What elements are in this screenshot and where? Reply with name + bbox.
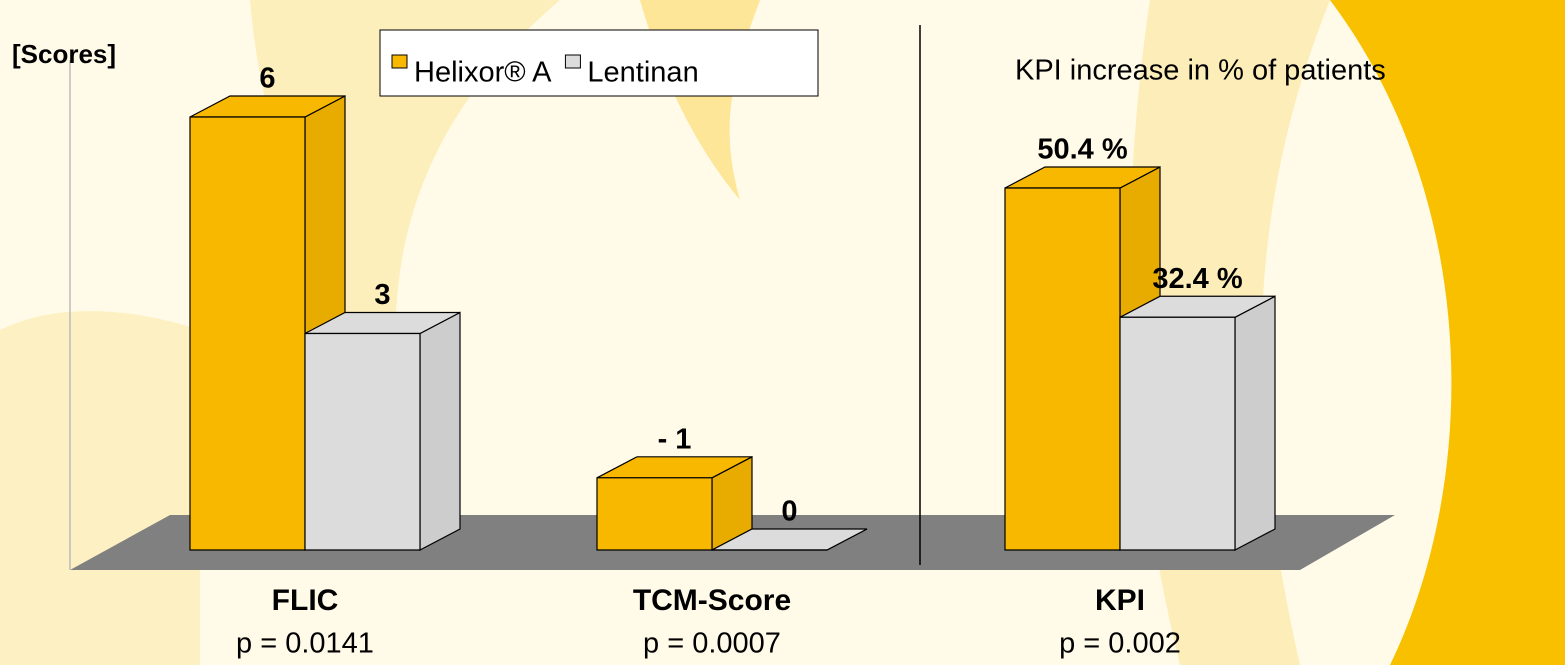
legend-label: Lentinan bbox=[587, 57, 698, 89]
x-tick-label: KPI bbox=[1095, 584, 1145, 617]
axis-annotation: [Scores] bbox=[12, 39, 116, 69]
bar-side bbox=[1234, 295, 1276, 551]
data-label: 6 bbox=[259, 63, 275, 95]
bar-front bbox=[1004, 187, 1121, 551]
legend-swatch bbox=[564, 54, 581, 69]
legend bbox=[379, 29, 819, 97]
data-label: 50.4 % bbox=[1037, 134, 1127, 166]
legend-swatch bbox=[391, 54, 408, 69]
data-label: 32.4 % bbox=[1152, 263, 1242, 295]
bar bbox=[596, 455, 753, 551]
bar-front bbox=[304, 332, 421, 551]
bar-front bbox=[596, 477, 713, 551]
background-swoosh bbox=[0, 311, 200, 665]
data-label: 3 bbox=[374, 279, 390, 311]
x-tick-note: p = 0.0141 bbox=[236, 628, 374, 660]
panel-annotation: KPI increase in % of patients bbox=[1015, 55, 1386, 87]
bar-side bbox=[419, 311, 461, 551]
data-label: 0 bbox=[781, 496, 797, 528]
legend-label: Helixor® A bbox=[414, 57, 552, 89]
x-tick-label: FLIC bbox=[272, 584, 339, 617]
background-swoosh bbox=[1330, 0, 1565, 665]
x-tick-note: p = 0.0007 bbox=[643, 628, 781, 660]
x-tick-label: TCM-Score bbox=[633, 584, 791, 617]
x-tick-note: p = 0.002 bbox=[1059, 628, 1181, 660]
bar-front bbox=[189, 116, 306, 551]
bar bbox=[304, 311, 461, 551]
bar-front bbox=[1119, 316, 1236, 551]
data-label: - 1 bbox=[658, 423, 692, 455]
bar bbox=[711, 528, 868, 551]
bar bbox=[1119, 295, 1276, 551]
